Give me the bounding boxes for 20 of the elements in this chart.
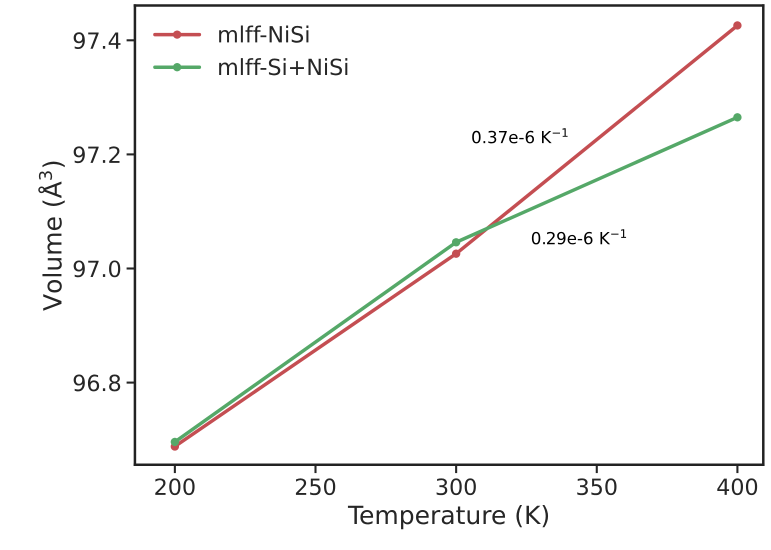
y-axis-title: Volume (Å$^{3}$) [38,162,65,311]
legend-label: mlff-NiSi [219,26,308,43]
legend-label: mlff-Si+NiSi [219,58,348,76]
x-tick-label: 200 [155,478,195,496]
x-tick-label: 250 [296,478,336,496]
annotation: 0.37e-6 K$^{−1}$ [472,128,568,144]
annotation: 0.29e-6 K$^{−1}$ [532,229,626,244]
x-axis-title: Temperature (K) [348,505,548,530]
x-tick-label: 350 [577,478,617,496]
point [170,438,180,446]
x-tick-label: 300 [436,478,476,496]
point [452,250,460,258]
y-tick-label: 97.2 [74,146,120,164]
y-tick-label: 97.0 [74,260,120,278]
y-tick-label: 96.8 [74,374,120,392]
point [733,21,742,30]
point [733,113,742,122]
point [452,238,460,246]
y-tick-label: 97.4 [74,32,120,50]
x-tick-label: 400 [717,478,758,496]
